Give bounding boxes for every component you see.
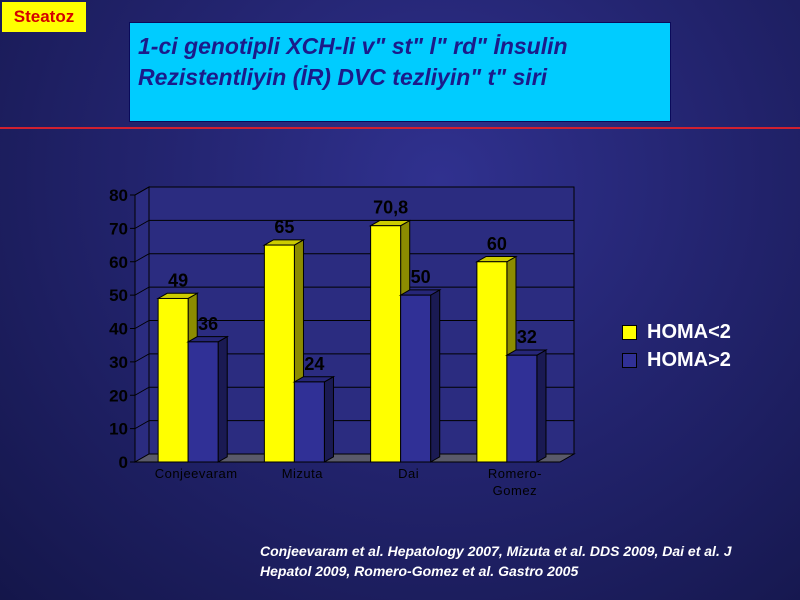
y-tick-label: 0 xyxy=(119,453,128,472)
bar-homa-high xyxy=(400,294,432,463)
bar-side-homa-high xyxy=(217,335,228,463)
data-label-homa-low: 49 xyxy=(168,270,188,290)
data-label-homa-high: 50 xyxy=(411,267,431,287)
x-tick-label: Dai xyxy=(398,466,419,481)
bar-homa-low xyxy=(157,297,189,463)
y-tick-label: 40 xyxy=(109,320,128,339)
bar-homa-low xyxy=(476,261,508,463)
y-gridline-side xyxy=(134,420,150,430)
y-gridline-side xyxy=(134,320,150,329)
bar-side-homa-high xyxy=(430,289,441,463)
bar-side-homa-high xyxy=(323,375,334,463)
slide-title-line-1: 1-ci genotipli XCH-li v" st" l" rd" İnsu… xyxy=(138,33,568,59)
bar-homa-low xyxy=(370,225,402,463)
data-label-homa-low: 65 xyxy=(274,217,294,237)
y-tick-label: 30 xyxy=(109,353,128,372)
y-gridline-side xyxy=(134,286,150,296)
y-gridline-side xyxy=(134,386,150,396)
y-tick-label: 20 xyxy=(109,386,128,405)
data-label-homa-high: 36 xyxy=(198,314,218,334)
bar-side-homa-high xyxy=(536,349,547,463)
x-tick-label: Gomez xyxy=(493,483,537,498)
data-label-homa-high: 24 xyxy=(304,354,324,374)
section-tag: Steatoz xyxy=(2,2,86,32)
x-tick-label: Romero- xyxy=(488,466,542,481)
y-gridline-side xyxy=(134,186,150,196)
slide-title-box: 1-ci genotipli XCH-li v" st" l" rd" İnsu… xyxy=(129,22,671,122)
y-gridline-side xyxy=(134,253,150,263)
legend-swatch-homa-high xyxy=(622,352,637,368)
bar-homa-high xyxy=(293,381,325,463)
y-tick-label: 50 xyxy=(109,286,128,305)
title-divider xyxy=(0,127,800,129)
legend-label-homa-low: HOMA<2 xyxy=(647,320,731,343)
slide-title-line-2: Rezistentliyin (İR) DVC tezliyin" t" sir… xyxy=(138,64,548,90)
legend-swatch-homa-low xyxy=(622,324,637,340)
x-tick-label: Mizuta xyxy=(282,466,324,481)
data-label-homa-high: 32 xyxy=(517,327,537,347)
chart-legend: HOMA<2 HOMA>2 xyxy=(622,318,731,374)
y-gridline-side xyxy=(134,219,150,229)
citation: Conjeevaram et al. Hepatology 2007, Mizu… xyxy=(260,541,795,581)
legend-label-homa-high: HOMA>2 xyxy=(647,348,731,371)
data-label-homa-low: 60 xyxy=(487,234,507,254)
bar-homa-low xyxy=(263,244,295,463)
y-tick-label: 80 xyxy=(109,186,128,205)
legend-item-homa-high: HOMA>2 xyxy=(622,346,731,374)
citation-line-1: Conjeevaram et al. Hepatology 2007, Mizu… xyxy=(260,543,732,559)
y-gridline-side xyxy=(134,353,150,363)
y-tick-label: 10 xyxy=(109,420,128,439)
citation-line-2: Hepatol 2009, Romero-Gomez et al. Gastro… xyxy=(260,563,579,579)
y-tick-label: 70 xyxy=(109,219,128,238)
legend-item-homa-low: HOMA<2 xyxy=(622,318,731,346)
bar-homa-high xyxy=(506,354,538,463)
bar-homa-high xyxy=(187,341,219,463)
y-tick-label: 60 xyxy=(109,253,128,272)
x-tick-label: Conjeevaram xyxy=(155,466,238,481)
data-label-homa-low: 70,8 xyxy=(373,198,408,218)
